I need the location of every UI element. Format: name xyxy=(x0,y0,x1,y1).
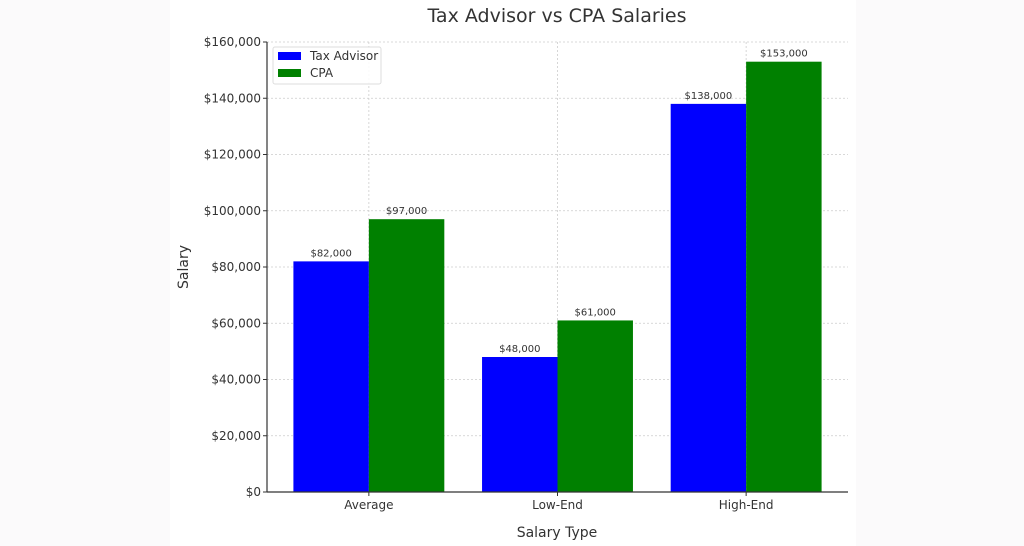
y-tick-label: $20,000 xyxy=(211,429,261,443)
y-tick-label: $160,000 xyxy=(204,35,261,49)
bar-value-label: $97,000 xyxy=(386,206,427,217)
bar-value-label: $61,000 xyxy=(575,307,616,318)
x-tick-label: Low-End xyxy=(532,498,583,512)
x-tick-label: High-End xyxy=(719,498,774,512)
legend-label-tax-advisor: Tax Advisor xyxy=(309,49,378,63)
bar-tax-advisor-average xyxy=(293,261,369,492)
y-tick-label: $100,000 xyxy=(204,204,261,218)
y-tick-label: $80,000 xyxy=(211,260,261,274)
legend-label-cpa: CPA xyxy=(310,66,334,80)
bar-cpa-average xyxy=(368,219,445,492)
y-tick-label: $140,000 xyxy=(204,91,261,105)
bar-tax-advisor-high-end xyxy=(670,103,747,492)
bar-cpa-low-end xyxy=(557,320,633,492)
legend: Tax Advisor CPA xyxy=(272,46,382,85)
y-axis-label: Salary xyxy=(176,245,192,289)
bar-value-label: $153,000 xyxy=(760,49,808,60)
bar-value-label: $82,000 xyxy=(310,248,351,259)
y-tick-label: $0 xyxy=(246,485,261,499)
legend-swatch-tax-advisor xyxy=(278,52,301,60)
chart-title: Tax Advisor vs CPA Salaries xyxy=(426,5,686,27)
bar-tax-advisor-low-end xyxy=(482,357,558,492)
y-tick-label: $40,000 xyxy=(211,373,261,387)
bar-cpa-high-end xyxy=(746,61,822,492)
legend-swatch-cpa xyxy=(278,69,301,77)
bar-value-label: $138,000 xyxy=(685,91,733,102)
y-tick-label: $60,000 xyxy=(211,316,261,330)
bar-value-label: $48,000 xyxy=(499,344,540,355)
x-axis-label: Salary Type xyxy=(517,525,598,541)
x-tick-label: Average xyxy=(344,498,393,512)
y-tick-label: $120,000 xyxy=(204,148,261,162)
